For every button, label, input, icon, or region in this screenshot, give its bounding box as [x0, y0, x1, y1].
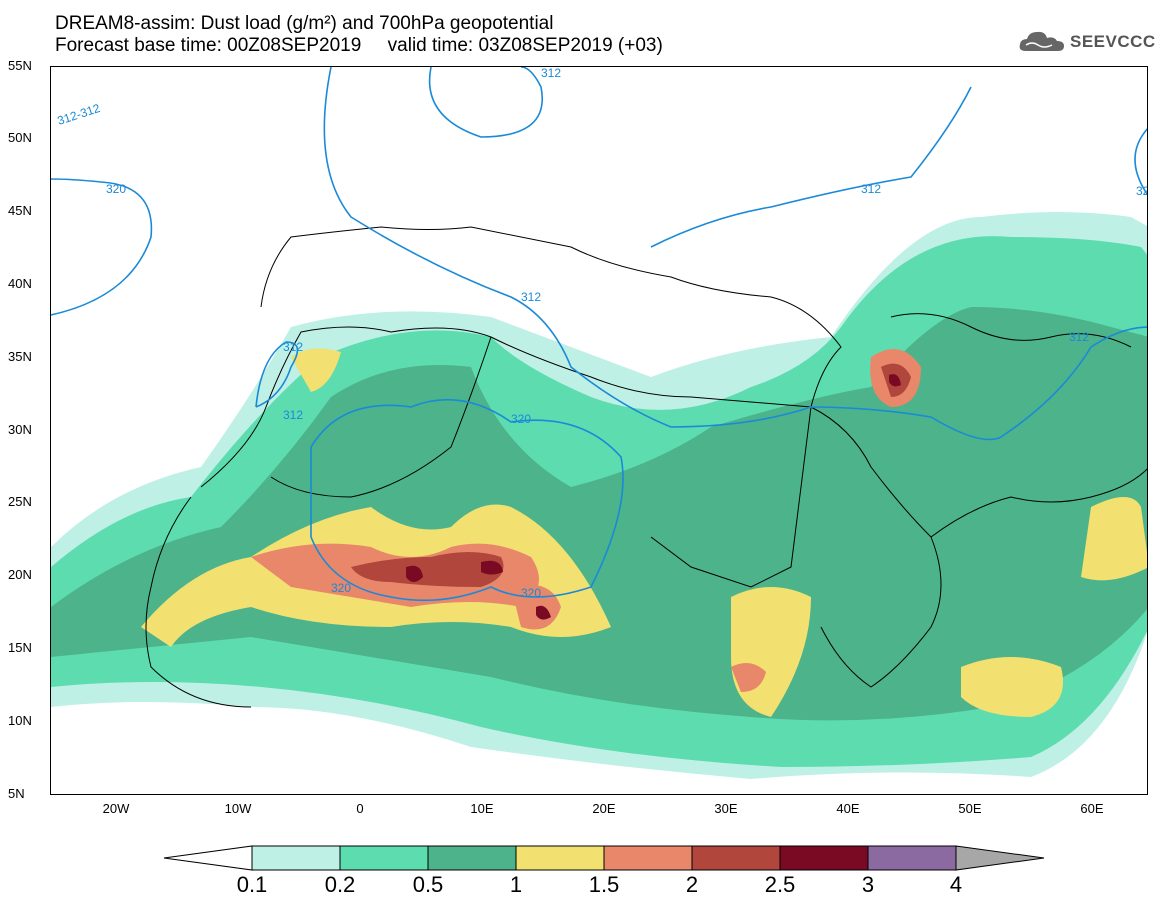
colorbar-swatch [779, 845, 869, 871]
contour-label: 320 [106, 182, 126, 196]
colorbar-label: 4 [949, 872, 963, 897]
lon-label: 30E [714, 801, 738, 816]
contour-label: 312 [1069, 330, 1089, 344]
colorbar-swatch [691, 845, 781, 871]
lat-label: 20N [8, 567, 32, 582]
dust-level-3 [536, 605, 551, 620]
coastlines [145, 226, 1147, 708]
colorbar-swatch [603, 845, 693, 871]
map-subtitle: Forecast base time: 00Z08SEP2019 valid t… [55, 35, 663, 56]
colorbar-swatch [515, 845, 605, 871]
colorbar-swatch [339, 845, 429, 871]
lat-label: 55N [8, 58, 32, 73]
dust-level-3 [481, 560, 503, 575]
lat-label: 5N [8, 786, 25, 801]
lon-label: 10E [470, 801, 494, 816]
contour-label: 312-312 [56, 101, 103, 128]
lat-label: 25N [8, 494, 32, 509]
lon-label: 20E [592, 801, 616, 816]
dust-level-2 [351, 552, 504, 587]
contour-label: 320 [331, 581, 351, 595]
contour-label: 312 [283, 340, 303, 354]
lat-label: 45N [8, 203, 32, 218]
lon-label: 50E [958, 801, 982, 816]
dust-shading [51, 212, 1147, 779]
colorbar-label: 1 [509, 872, 523, 897]
lat-label: 50N [8, 130, 32, 145]
contour-label: 312 [521, 290, 541, 304]
colorbar-label: 2.5 [764, 872, 796, 897]
cloud-icon [1019, 31, 1064, 51]
colorbar-low-arrow [163, 845, 253, 871]
contour-label: 312 [283, 408, 303, 422]
lon-label: 10W [224, 801, 252, 816]
colorbar-label: 0.5 [412, 872, 444, 897]
lat-label: 35N [8, 349, 32, 364]
seevccc-logo: SEEVCCC [1018, 28, 1156, 56]
lat-label: 40N [8, 276, 32, 291]
colorbar-swatch [251, 845, 341, 871]
colorbar-label: 1.5 [588, 872, 620, 897]
colorbar-swatch [427, 845, 517, 871]
dust-level-1 [291, 348, 341, 392]
contour-label: 312 [541, 67, 561, 80]
lon-label: 60E [1080, 801, 1104, 816]
lat-label: 15N [8, 640, 32, 655]
colorbar-high-arrow [955, 845, 1045, 871]
colorbar-label: 2 [685, 872, 699, 897]
map-panel: 312-312 320 312 312 312 320 320 320 312 … [50, 66, 1148, 795]
map-title: DREAM8-assim: Dust load (g/m²) and 700hP… [55, 13, 554, 34]
colorbar-label: 0.2 [324, 872, 356, 897]
lat-label: 30N [8, 422, 32, 437]
contour-label: 320 [511, 412, 531, 426]
dust-level-1 [961, 657, 1063, 717]
colorbar-swatch [867, 845, 957, 871]
contour-label: 312 [861, 182, 881, 196]
contour-label: 320 [521, 586, 541, 600]
contour-label: 32 [1136, 184, 1148, 198]
lon-label: 40E [836, 801, 860, 816]
lon-label: 20W [102, 801, 130, 816]
dust-level-1 [1081, 497, 1147, 581]
lat-label: 10N [8, 713, 32, 728]
colorbar-label: 0.1 [236, 872, 268, 897]
dust-level-1.5 [731, 663, 766, 692]
colorbar-label: 3 [861, 872, 875, 897]
dust-level-3 [406, 565, 423, 582]
lon-label: 0 [356, 801, 364, 816]
dust-load-map: 312-312 320 312 312 312 320 320 320 312 … [51, 67, 1148, 779]
logo-text: SEEVCCC [1070, 32, 1156, 51]
geopotential-contours [51, 67, 1147, 602]
dust-level-3 [889, 374, 901, 387]
